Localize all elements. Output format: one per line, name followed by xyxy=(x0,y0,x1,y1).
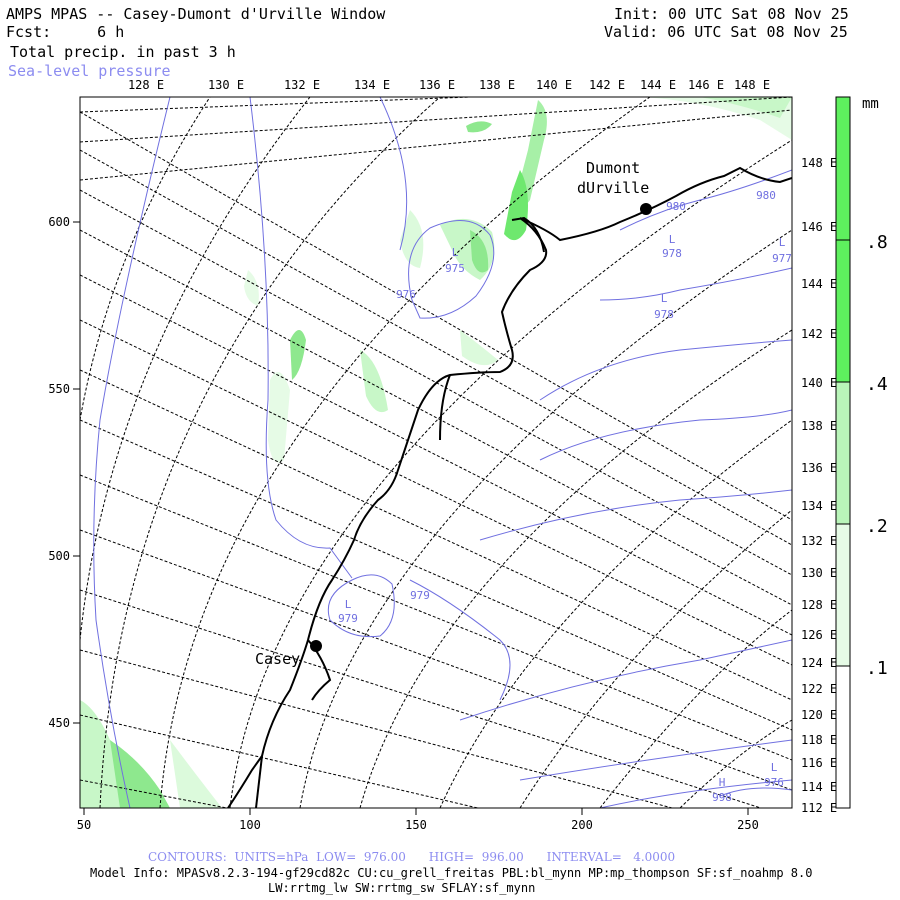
init-time: Init: 00 UTC Sat 08 Nov 25 xyxy=(614,5,849,23)
colorbar-level: .8 xyxy=(866,232,888,253)
lon-label: 132 E xyxy=(801,534,837,548)
fcst-value: 6 h xyxy=(97,23,125,41)
pressure-labels: L 975 976 L 979 979 980 L 978 L 978 980 … xyxy=(338,189,792,804)
colorbar-level: .4 xyxy=(866,374,888,395)
pressure-value: 979 xyxy=(338,612,358,625)
colorbar-level: .2 xyxy=(866,516,888,537)
x-tick-label: 250 xyxy=(737,818,759,832)
pressure-value: 978 xyxy=(654,308,674,321)
map-area: L 975 976 L 979 979 980 L 978 L 978 980 … xyxy=(80,97,792,808)
lon-label: 140 E xyxy=(801,376,837,390)
model-info: Model Info: MPASv8.2.3-194-gf29cd82c CU:… xyxy=(90,866,813,880)
map-frame xyxy=(79,96,793,809)
model-info-2: LW:rrtmg_lw SW:rrtmg_sw SFLAY:sf_mynn xyxy=(268,881,536,895)
lon-label: 146 E xyxy=(688,78,724,92)
colorbar: mm .1 .2 .4 .8 xyxy=(835,96,888,809)
fcst-label: Fcst: xyxy=(6,23,52,41)
pressure-value: 976 xyxy=(764,776,784,789)
x-axis: 50 100 150 200 250 xyxy=(77,808,759,832)
y-tick-label: 600 xyxy=(48,215,70,229)
pressure-contours xyxy=(93,97,792,808)
pressure-value: 975 xyxy=(445,262,465,275)
lon-label: 126 E xyxy=(801,628,837,642)
contour-info: CONTOURS: UNITS=hPa LOW= 976.00 HIGH= 99… xyxy=(148,850,676,864)
lon-label: 132 E xyxy=(284,78,320,92)
colorbar-bin-1 xyxy=(835,523,851,667)
lon-label: 148 E xyxy=(734,78,770,92)
lon-label: 142 E xyxy=(801,327,837,341)
x-tick-label: 150 xyxy=(405,818,427,832)
pressure-label-H: H xyxy=(719,776,726,789)
pressure-value: 976 xyxy=(396,288,416,301)
lon-label: 118 E xyxy=(801,733,837,747)
x-tick-label: 50 xyxy=(77,818,91,832)
lon-label: 128 E xyxy=(801,598,837,612)
forecast-label: Fcst: 6 h xyxy=(6,24,124,40)
colorbar-bin-0 xyxy=(835,665,851,809)
field-name: Total precip. in past 3 h xyxy=(10,43,236,61)
lon-label: 122 E xyxy=(801,682,837,696)
lon-label: 136 E xyxy=(419,78,455,92)
lon-label: 124 E xyxy=(801,656,837,670)
station-label-dumont-1: Dumont xyxy=(586,159,640,177)
right-lon-labels: 148 E 146 E 144 E 142 E 140 E 138 E 136 … xyxy=(801,156,837,815)
y-tick-label: 550 xyxy=(48,382,70,396)
pressure-label-L: L xyxy=(669,233,676,246)
lon-label: 144 E xyxy=(801,277,837,291)
colorbar-level: .1 xyxy=(866,658,888,679)
lon-label: 130 E xyxy=(801,566,837,580)
pressure-label-L: L xyxy=(345,598,352,611)
colorbar-bin-top xyxy=(835,96,851,241)
dumont-station-marker xyxy=(640,203,652,215)
lon-label: 134 E xyxy=(801,499,837,513)
x-tick-label: 100 xyxy=(239,818,261,832)
pressure-label-L: L xyxy=(661,292,668,305)
colorbar-bin-2 xyxy=(835,381,851,525)
casey-station-marker xyxy=(310,640,322,652)
lon-label: 130 E xyxy=(208,78,244,92)
lon-label: 148 E xyxy=(801,156,837,170)
lon-label: 136 E xyxy=(801,461,837,475)
x-tick-label: 200 xyxy=(571,818,593,832)
stations: Casey Dumont dUrville xyxy=(255,159,652,668)
colorbar-bin-3 xyxy=(835,239,851,383)
y-tick-label: 500 xyxy=(48,549,70,563)
pressure-value: 980 xyxy=(666,200,686,213)
valid-time: Valid: 06 UTC Sat 08 Nov 25 xyxy=(604,23,848,41)
y-axis: 600 550 500 450 xyxy=(48,215,80,730)
pressure-value: 980 xyxy=(756,189,776,202)
graticule xyxy=(80,97,792,808)
colorbar-unit: mm xyxy=(862,96,879,112)
lon-label: 146 E xyxy=(801,220,837,234)
pressure-value: 979 xyxy=(410,589,430,602)
pressure-label-L: L xyxy=(452,246,459,259)
station-label-dumont-2: dUrville xyxy=(577,179,649,197)
lon-label: 140 E xyxy=(536,78,572,92)
top-lon-labels: 128 E 130 E 132 E 134 E 136 E 138 E 140 … xyxy=(128,78,770,92)
lon-label: 112 E xyxy=(801,801,837,815)
lon-label: 120 E xyxy=(801,708,837,722)
station-label-casey: Casey xyxy=(255,650,300,668)
lon-label: 142 E xyxy=(589,78,625,92)
pressure-value: 978 xyxy=(662,247,682,260)
lon-label: 138 E xyxy=(801,419,837,433)
pressure-value: 998 xyxy=(712,791,732,804)
pressure-value: 977 xyxy=(772,252,792,265)
lon-label: 128 E xyxy=(128,78,164,92)
lon-label: 144 E xyxy=(640,78,676,92)
y-tick-label: 450 xyxy=(48,716,70,730)
pressure-label-L: L xyxy=(779,236,786,249)
pressure-label-L: L xyxy=(771,761,778,774)
lon-label: 116 E xyxy=(801,756,837,770)
overlay-name: Sea-level pressure xyxy=(8,62,171,80)
precip-field xyxy=(80,97,792,808)
lon-label: 134 E xyxy=(354,78,390,92)
lon-label: 138 E xyxy=(479,78,515,92)
lon-label: 114 E xyxy=(801,780,837,794)
map-title: AMPS MPAS -- Casey-Dumont d'Urville Wind… xyxy=(6,5,386,23)
